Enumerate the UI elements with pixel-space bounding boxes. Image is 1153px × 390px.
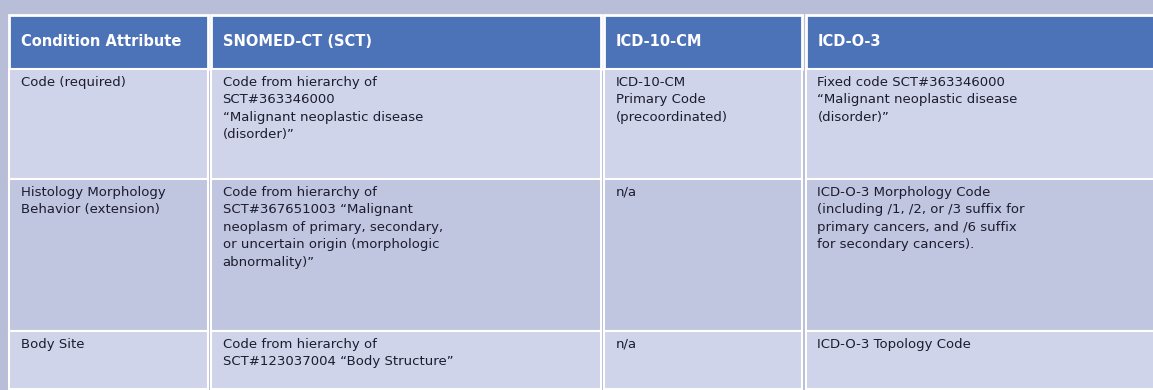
Bar xyxy=(604,331,802,389)
Text: n/a: n/a xyxy=(616,338,636,351)
Bar xyxy=(604,69,802,179)
Text: ICD-O-3 Topology Code: ICD-O-3 Topology Code xyxy=(817,338,971,351)
Bar xyxy=(9,69,208,179)
Text: Code from hierarchy of
SCT#123037004 “Body Structure”: Code from hierarchy of SCT#123037004 “Bo… xyxy=(223,338,453,368)
Text: n/a: n/a xyxy=(616,186,636,199)
Text: Condition Attribute: Condition Attribute xyxy=(21,34,181,49)
Text: Histology Morphology
Behavior (extension): Histology Morphology Behavior (extension… xyxy=(21,186,166,216)
Text: ICD-10-CM
Primary Code
(precoordinated): ICD-10-CM Primary Code (precoordinated) xyxy=(616,76,728,124)
Bar xyxy=(806,15,1153,69)
Bar xyxy=(9,331,208,389)
Bar xyxy=(806,331,1153,389)
Text: Code (required): Code (required) xyxy=(21,76,126,89)
Text: Code from hierarchy of
SCT#363346000
“Malignant neoplastic disease
(disorder)”: Code from hierarchy of SCT#363346000 “Ma… xyxy=(223,76,423,141)
Text: ICD-O-3 Morphology Code
(including /1, /2, or /3 suffix for
primary cancers, and: ICD-O-3 Morphology Code (including /1, /… xyxy=(817,186,1025,251)
Bar xyxy=(604,15,802,69)
Text: Fixed code SCT#363346000
“Malignant neoplastic disease
(disorder)”: Fixed code SCT#363346000 “Malignant neop… xyxy=(817,76,1018,124)
Text: ICD-10-CM: ICD-10-CM xyxy=(616,34,702,49)
Text: ICD-O-3: ICD-O-3 xyxy=(817,34,881,49)
Bar xyxy=(211,15,601,69)
Bar xyxy=(211,179,601,331)
Text: SNOMED-CT (SCT): SNOMED-CT (SCT) xyxy=(223,34,371,49)
Text: Body Site: Body Site xyxy=(21,338,84,351)
Text: Code from hierarchy of
SCT#367651003 “Malignant
neoplasm of primary, secondary,
: Code from hierarchy of SCT#367651003 “Ma… xyxy=(223,186,443,269)
Bar xyxy=(9,179,208,331)
Bar xyxy=(806,179,1153,331)
Bar xyxy=(211,331,601,389)
Bar xyxy=(9,15,208,69)
Bar xyxy=(211,69,601,179)
Bar xyxy=(604,179,802,331)
Bar xyxy=(806,69,1153,179)
